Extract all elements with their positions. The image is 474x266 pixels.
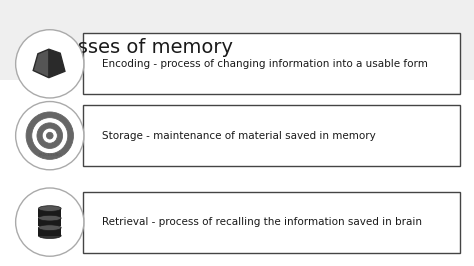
FancyBboxPatch shape bbox=[83, 105, 460, 166]
Ellipse shape bbox=[37, 123, 63, 148]
Text: Retrieval - process of recalling the information saved in brain: Retrieval - process of recalling the inf… bbox=[102, 217, 422, 227]
Ellipse shape bbox=[16, 102, 84, 170]
FancyBboxPatch shape bbox=[83, 192, 460, 253]
Ellipse shape bbox=[38, 225, 61, 231]
Ellipse shape bbox=[32, 118, 68, 154]
FancyBboxPatch shape bbox=[0, 80, 474, 266]
Text: Encoding - process of changing information into a usable form: Encoding - process of changing informati… bbox=[102, 59, 428, 69]
Text: PROCESSING: PROCESSING bbox=[38, 153, 61, 157]
FancyBboxPatch shape bbox=[83, 33, 460, 94]
Ellipse shape bbox=[38, 233, 61, 239]
Text: Storage - maintenance of material saved in memory: Storage - maintenance of material saved … bbox=[102, 131, 376, 141]
Polygon shape bbox=[38, 228, 61, 236]
Ellipse shape bbox=[26, 112, 73, 159]
Ellipse shape bbox=[38, 215, 61, 221]
Ellipse shape bbox=[38, 206, 61, 211]
Ellipse shape bbox=[46, 132, 53, 139]
Text: Processes of memory: Processes of memory bbox=[24, 38, 233, 57]
FancyBboxPatch shape bbox=[0, 0, 474, 80]
Polygon shape bbox=[38, 218, 61, 226]
Ellipse shape bbox=[16, 188, 84, 256]
Polygon shape bbox=[38, 209, 61, 217]
Polygon shape bbox=[49, 49, 65, 78]
Ellipse shape bbox=[16, 30, 84, 98]
Ellipse shape bbox=[42, 128, 57, 143]
Polygon shape bbox=[33, 49, 49, 78]
